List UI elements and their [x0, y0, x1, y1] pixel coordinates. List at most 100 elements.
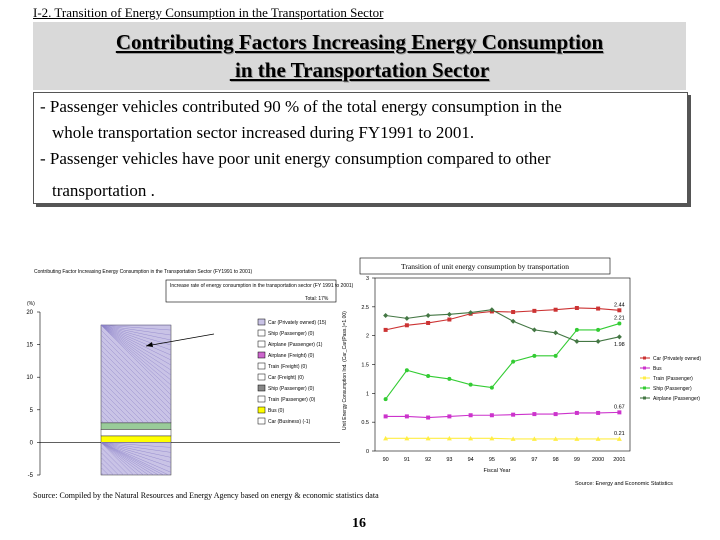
source-left: Source: Compiled by the Natural Resource… — [33, 491, 379, 500]
legend-swatch — [257, 395, 266, 403]
y-tick-label: 1.5 — [361, 363, 369, 369]
data-point — [383, 414, 388, 419]
x-tick-label: 2001 — [613, 457, 625, 463]
legend-swatch — [257, 417, 266, 425]
data-point — [511, 310, 516, 315]
legend-label: Train (Passenger) — [653, 376, 693, 382]
data-point — [553, 436, 559, 441]
x-tick-label: 96 — [510, 457, 516, 463]
hatch-line — [100, 339, 172, 411]
data-point — [617, 308, 622, 313]
plot-frame — [374, 277, 631, 452]
data-point — [574, 327, 579, 332]
y-tick-label: 0 — [366, 449, 369, 455]
data-point — [446, 311, 452, 317]
hatch-line — [100, 442, 172, 448]
legend-swatch — [257, 329, 266, 337]
hatch-line — [100, 447, 129, 476]
y-tick-label: 20 — [26, 310, 33, 316]
x-tick-label: 91 — [404, 457, 410, 463]
legend-swatch — [257, 362, 266, 370]
data-point — [574, 410, 579, 415]
hatch-line — [100, 369, 154, 423]
hatch-line — [100, 399, 124, 423]
hatch-line — [100, 442, 169, 476]
legend-label: Bus (0) — [268, 408, 284, 414]
bar-segment — [100, 324, 172, 424]
data-point — [553, 307, 558, 312]
legend-swatch — [257, 318, 266, 326]
data-point — [383, 435, 389, 441]
data-point — [511, 359, 516, 364]
unit-energy-line-chart: Transition of unit energy consumption by… — [342, 257, 701, 487]
x-tick-label: 92 — [425, 457, 431, 463]
legend-label: Train (Freight) (0) — [268, 364, 307, 370]
hatch-line — [100, 324, 172, 366]
end-value-label: 2.21 — [614, 316, 625, 322]
bullet-box: - Passenger vehicles contributed 90 % of… — [33, 92, 688, 204]
legend-marker — [643, 366, 646, 370]
data-point — [447, 317, 452, 322]
legend-label: Car (Freight) (0) — [268, 375, 304, 381]
data-point — [510, 436, 516, 441]
series-line — [385, 323, 620, 400]
y-tick-label: 10 — [26, 375, 33, 381]
bullet-text: - Passenger vehicles contributed 90 % of… — [40, 97, 562, 116]
bar-segment — [100, 422, 172, 430]
data-point — [510, 318, 516, 324]
hatch-line — [100, 462, 114, 476]
data-point — [404, 315, 410, 321]
data-point — [553, 412, 558, 417]
line-y-axis-label: Unit Energy Consumption Ind. (Car_Car(Pa… — [342, 311, 348, 430]
hatch-line — [100, 442, 172, 468]
legend-label: Airplane (Passenger) — [653, 396, 700, 402]
data-point — [532, 308, 537, 313]
hatch-line — [100, 354, 169, 423]
hatch-line — [100, 324, 172, 361]
hatch-line — [100, 324, 172, 336]
y-tick-label: 15 — [26, 343, 33, 349]
slide-title-line-1: Contributing Factors Increasing Energy C… — [115, 30, 604, 54]
legend-swatch — [257, 351, 266, 359]
total-label: Total: 17% — [305, 296, 329, 302]
x-tick-label: 93 — [446, 457, 452, 463]
hatch-line — [100, 404, 119, 423]
legend-label: Ship (Passenger) (0) — [268, 386, 314, 392]
hatch-line — [100, 379, 144, 423]
hatch-line — [100, 384, 139, 423]
data-point — [383, 312, 389, 318]
data-point — [574, 436, 580, 441]
data-point — [404, 323, 409, 328]
x-tick-label: 98 — [553, 457, 559, 463]
data-point — [426, 374, 431, 379]
data-point — [425, 312, 431, 318]
hatch-line — [100, 457, 119, 476]
data-point — [468, 435, 474, 441]
data-point — [404, 368, 409, 373]
hatch-line — [100, 349, 172, 421]
legend-label: Ship (Passenger) — [653, 386, 692, 392]
hatch-line — [100, 324, 172, 391]
hatch-line — [100, 472, 104, 476]
x-tick-label: 99 — [574, 457, 580, 463]
source-right: Source: Energy and Economic Statistics — [575, 481, 673, 487]
data-point — [425, 435, 431, 441]
data-point — [446, 435, 452, 441]
bar-chart-subtitle: Increase rate of energy consumption in t… — [170, 283, 354, 289]
data-point — [489, 307, 495, 313]
data-point — [426, 320, 431, 325]
data-point — [404, 435, 410, 441]
legend-label: Ship (Passenger) (0) — [268, 331, 314, 337]
bar-chart-title: Contributing Factor Increasing Energy Co… — [34, 269, 253, 275]
bar-segment — [100, 429, 172, 437]
data-point — [616, 334, 622, 340]
data-point — [574, 305, 579, 310]
hatch-line — [100, 324, 172, 381]
legend-label: Bus — [653, 366, 662, 372]
legend-label: Airplane (Freight) (0) — [268, 353, 314, 359]
bullet-text: - Passenger vehicles have poor unit ener… — [40, 149, 551, 168]
data-point — [596, 410, 601, 415]
title-band: Contributing Factors Increasing Energy C… — [33, 22, 686, 90]
bar-segment — [100, 435, 172, 443]
data-point — [447, 376, 452, 381]
